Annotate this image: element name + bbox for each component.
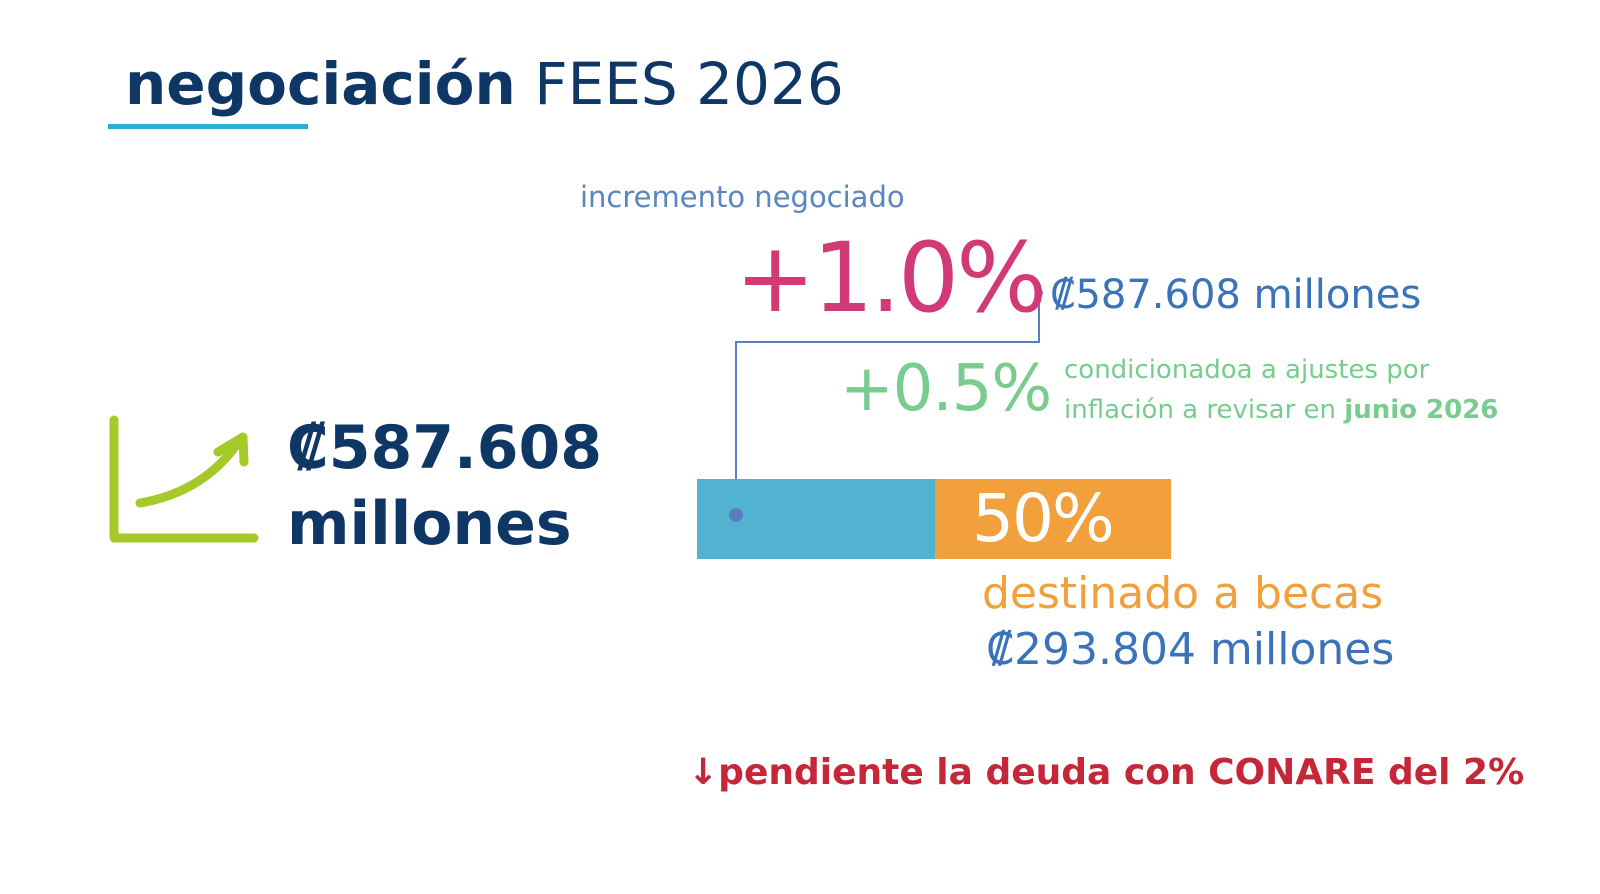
connector-dot-bottom xyxy=(729,508,743,522)
conditional-text-prefix: inflación a revisar en xyxy=(1064,395,1345,425)
growth-chart-icon xyxy=(109,415,259,543)
increment-percent: +1.0% xyxy=(735,222,1047,334)
page-title: negociación FEES 2026 xyxy=(125,50,844,118)
scholarship-amount: ₡293.804 millones xyxy=(986,624,1395,675)
total-amount-unit: millones xyxy=(287,489,572,559)
increment-amount: ₡587.608 millones xyxy=(1050,272,1422,318)
debt-note: ↓pendiente la deuda con CONARE del 2% xyxy=(688,752,1524,793)
scholarship-label: destinado a becas xyxy=(982,568,1384,619)
title-underline xyxy=(108,124,308,129)
conditional-text-date: junio 2026 xyxy=(1344,395,1499,425)
conditional-text: condicionadoa a ajustes por inflación a … xyxy=(1064,350,1498,430)
conditional-text-line1: condicionadoa a ajustes por xyxy=(1064,355,1430,385)
connector-line xyxy=(735,293,1040,515)
title-bold: negociación xyxy=(125,50,516,118)
conditional-text-line2: inflación a revisar en junio 2026 xyxy=(1064,390,1498,430)
scholarship-bar-segment xyxy=(935,479,1171,559)
down-arrow-icon: ↓ xyxy=(688,752,719,793)
connector-dot-top xyxy=(1035,289,1043,297)
title-rest: FEES 2026 xyxy=(534,50,844,118)
increment-label: incremento negociado xyxy=(580,180,905,214)
conditional-percent: +0.5% xyxy=(840,352,1052,426)
total-amount-value: ₡587.608 xyxy=(287,413,603,483)
scholarship-percent: 50% xyxy=(972,480,1115,557)
debt-note-text: pendiente la deuda con CONARE del 2% xyxy=(718,752,1525,793)
total-amount: ₡587.608 millones xyxy=(287,410,602,562)
